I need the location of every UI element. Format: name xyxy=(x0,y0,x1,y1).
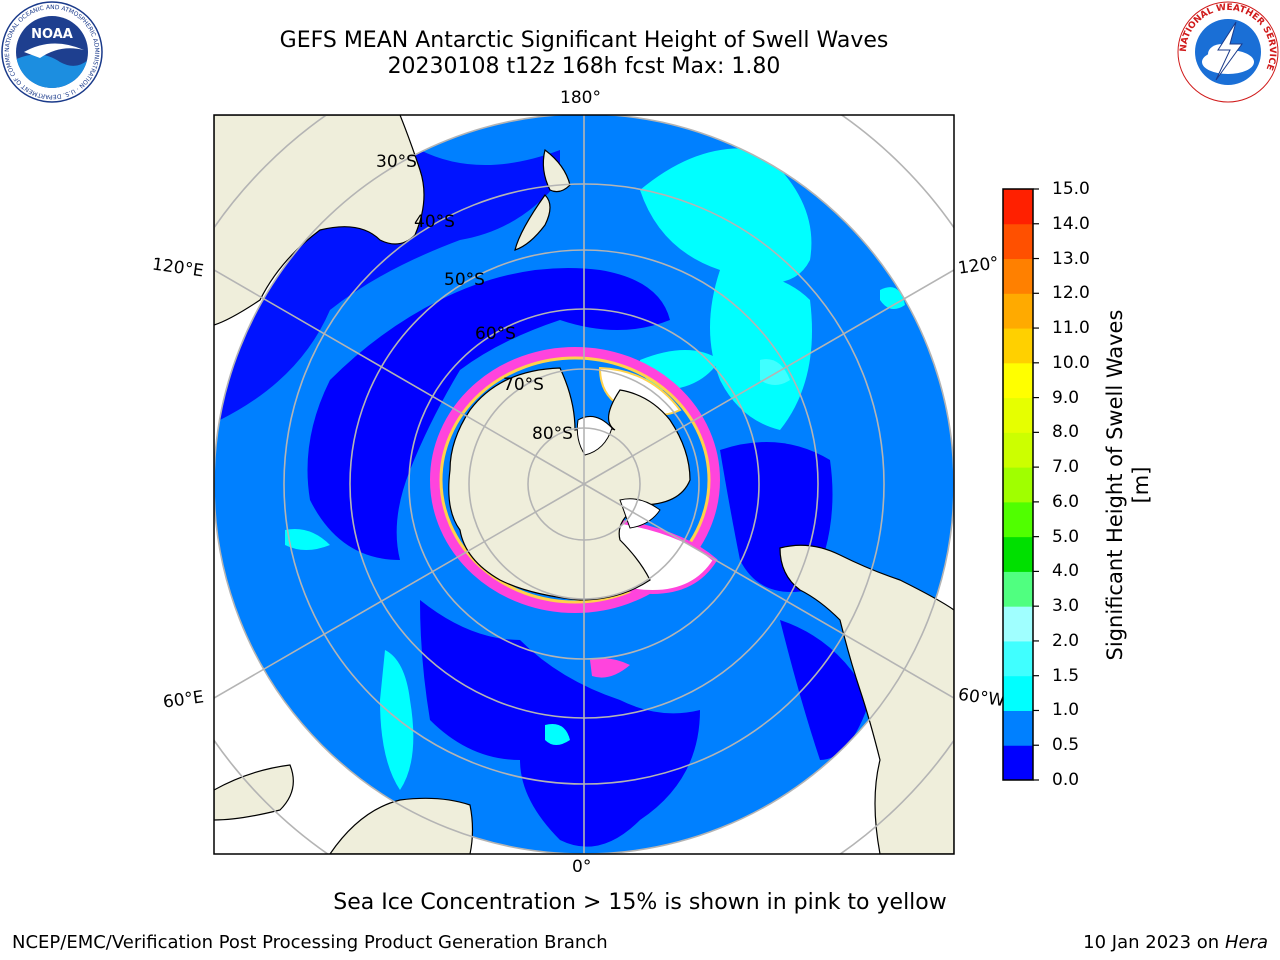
colorbar-bin xyxy=(1003,258,1033,294)
colorbar-tick-label: 8.0 xyxy=(1052,422,1080,443)
colorbar-tick-label: 15.0 xyxy=(1052,179,1090,199)
footer-date: 10 Jan 2023 on Hera xyxy=(1083,932,1268,953)
lat-label-50s: 50°S xyxy=(444,270,485,290)
colorbar-tick-label: 2.0 xyxy=(1052,630,1080,651)
colorbar-bin xyxy=(1003,362,1033,399)
colorbar-bin xyxy=(1003,536,1033,572)
lat-label-40s: 40°S xyxy=(414,212,455,232)
lat-label-80s: 80°S xyxy=(532,424,573,444)
colorbar-frame xyxy=(1002,188,1034,781)
south-america xyxy=(779,544,954,854)
map-frame xyxy=(213,114,955,855)
sea-ice-ring xyxy=(430,347,720,613)
meridian-lines xyxy=(214,115,954,854)
colorbar-tick-label: 0.0 xyxy=(1052,770,1080,790)
colorbar-tick-label: 13.0 xyxy=(1052,248,1090,269)
colorbar-bin xyxy=(1003,223,1033,260)
lat-label-70s: 70°S xyxy=(503,375,544,395)
lon-label-180: 180° xyxy=(560,88,601,108)
noaa-logo: NOAA NATIONAL OCEANIC AND ATMOSPHERIC AD… xyxy=(0,0,103,103)
colorbar-bin xyxy=(1003,710,1033,746)
lat-label-30s: 30°S xyxy=(376,152,417,172)
colorbar-tick-label: 3.0 xyxy=(1052,596,1080,617)
colorbar-tick-label: 9.0 xyxy=(1052,387,1080,408)
colorbar-bin xyxy=(1003,432,1033,468)
colorbar-bin xyxy=(1003,606,1033,642)
noaa-logo-text: NOAA xyxy=(31,27,73,42)
nws-logo: NATIONAL WEATHER SERVICE xyxy=(1177,1,1279,103)
sea-ice-note: Sea Ice Concentration > 15% is shown in … xyxy=(333,890,947,915)
colorbar-tick-label: 5.0 xyxy=(1052,526,1080,547)
colorbar-tick-label: 1.5 xyxy=(1052,665,1080,686)
colorbar-bin xyxy=(1003,189,1033,225)
colorbar-bin xyxy=(1003,328,1033,364)
lat-label-60s: 60°S xyxy=(475,324,516,344)
colorbar-bin xyxy=(1003,293,1033,329)
chart-subtitle: 20230108 t12z 168h fcst Max: 1.80 xyxy=(387,54,781,79)
colorbar-bin xyxy=(1003,571,1033,607)
colorbar-bin xyxy=(1003,397,1033,433)
footer-date-text: 10 Jan 2023 on xyxy=(1083,932,1225,953)
footer-machine: Hera xyxy=(1224,932,1268,953)
colorbar-tick-label: 10.0 xyxy=(1052,352,1090,373)
colorbar-tick-label: 12.0 xyxy=(1052,283,1090,304)
colorbar-bin xyxy=(1003,501,1033,538)
colorbar-label: Significant Height of Swell Waves [m] xyxy=(1103,309,1153,661)
lon-label-0: 0° xyxy=(572,857,592,877)
colorbar-tick-label: 1.0 xyxy=(1052,700,1080,721)
colorbar-tick-label: 7.0 xyxy=(1052,457,1080,478)
colorbar-tick-label: 11.0 xyxy=(1052,318,1090,339)
colorbar-bin xyxy=(1003,467,1033,503)
colorbar-bin xyxy=(1003,745,1033,781)
chart-title: GEFS MEAN Antarctic Significant Height o… xyxy=(279,28,889,53)
colorbar-tick-label: 4.0 xyxy=(1052,561,1080,582)
africa xyxy=(329,797,474,854)
colorbar-tick-label: 6.0 xyxy=(1052,491,1080,512)
footer-credit: NCEP/EMC/Verification Post Processing Pr… xyxy=(12,932,608,953)
colorbar-tick-label: 0.5 xyxy=(1052,735,1080,756)
colorbar-tick-label: 14.0 xyxy=(1052,213,1090,234)
colorbar-bin xyxy=(1003,675,1033,711)
australia xyxy=(214,115,425,326)
colorbar-bin xyxy=(1003,640,1033,677)
